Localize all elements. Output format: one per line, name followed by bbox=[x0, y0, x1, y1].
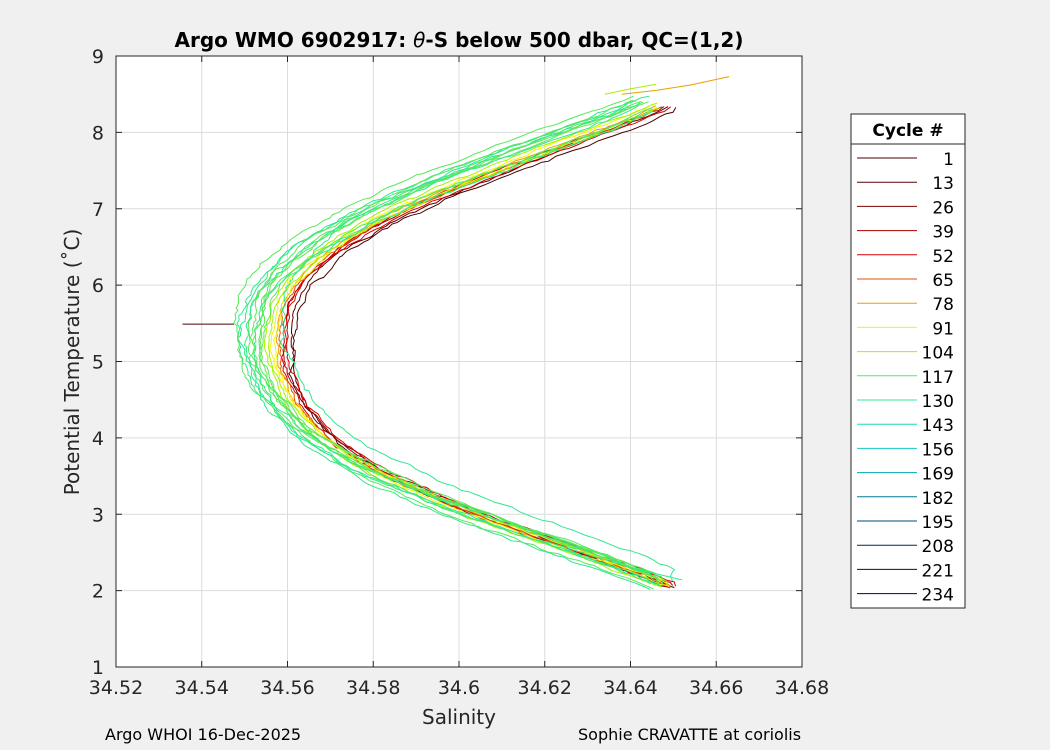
legend: Cycle # 1 13 26 39 52 65 78 91 104 117 130 143 156 16… bbox=[850, 113, 966, 609]
legend-label: 143 bbox=[922, 416, 954, 436]
legend-label: 182 bbox=[922, 489, 954, 509]
series-line-cycle-100 bbox=[268, 107, 662, 588]
x-tick-label: 34.56 bbox=[260, 677, 314, 699]
y-axis-label: Potential Temperature (˚C) bbox=[60, 229, 84, 496]
x-tick-label: 34.54 bbox=[175, 677, 229, 699]
profile-series bbox=[182, 76, 730, 591]
x-tick-label: 34.66 bbox=[689, 677, 743, 699]
y-tick-label: 5 bbox=[92, 352, 104, 374]
legend-label: 13 bbox=[932, 174, 954, 194]
x-tick-label: 34.64 bbox=[603, 677, 657, 699]
y-tick-label: 6 bbox=[92, 275, 104, 297]
y-tick-label: 4 bbox=[92, 428, 104, 450]
legend-label: 169 bbox=[922, 465, 954, 485]
legend-label: 234 bbox=[922, 586, 954, 606]
footer-source: Argo WHOI 16-Dec-2025 bbox=[105, 725, 302, 744]
x-tick-label: 34.58 bbox=[346, 677, 400, 699]
legend-box bbox=[850, 113, 966, 609]
series-line-cycle-30 bbox=[281, 106, 671, 589]
legend-label: 156 bbox=[922, 440, 954, 460]
legend-label: 1 bbox=[943, 150, 954, 170]
legend-label: 104 bbox=[922, 344, 954, 364]
series-line-cycle-146 bbox=[249, 99, 659, 584]
chart-title: Argo WMO 6902917: θ-S below 500 dbar, QC… bbox=[175, 28, 744, 52]
legend-label: 91 bbox=[932, 319, 954, 339]
y-tick-label: 3 bbox=[92, 504, 104, 526]
series-line-cycle-118 bbox=[252, 108, 654, 590]
legend-label: 117 bbox=[922, 368, 954, 388]
grid-lines bbox=[116, 56, 802, 667]
legend-entries: 1 13 26 39 52 65 78 91 104 117 130 143 156 169 182 195 2… bbox=[857, 150, 954, 606]
y-tick-label: 9 bbox=[92, 46, 104, 68]
series-line-cycle-130-lower bbox=[544, 540, 683, 581]
y-tick-label: 1 bbox=[92, 657, 104, 679]
legend-label: 26 bbox=[932, 198, 954, 218]
y-ticks: 1 2 3 4 5 6 7 8 9 bbox=[92, 46, 802, 679]
y-tick-label: 7 bbox=[92, 199, 104, 221]
series-line-cycle-126 bbox=[243, 105, 656, 586]
series-line-cycle-104-upper bbox=[604, 83, 657, 95]
x-ticks: 34.52 34.54 34.56 34.58 34.6 34.62 34.64 34.66 3… bbox=[89, 56, 829, 699]
y-tick-label: 2 bbox=[92, 581, 104, 603]
x-tick-label: 34.68 bbox=[775, 677, 829, 699]
legend-label: 195 bbox=[922, 513, 954, 533]
legend-label: 52 bbox=[932, 247, 954, 267]
x-axis-label: Salinity bbox=[422, 705, 496, 729]
series-line-cycle-155 bbox=[259, 101, 664, 585]
legend-label: 130 bbox=[922, 392, 954, 412]
legend-label: 221 bbox=[922, 561, 954, 581]
x-tick-label: 34.62 bbox=[518, 677, 572, 699]
y-tick-label: 8 bbox=[92, 122, 104, 144]
x-tick-label: 34.52 bbox=[89, 677, 143, 699]
series-line-cycle-138 bbox=[233, 95, 649, 584]
legend-title: Cycle # bbox=[872, 121, 943, 141]
series-line-cycle-150 bbox=[253, 110, 654, 591]
x-tick-label: 34.6 bbox=[438, 677, 480, 699]
legend-label: 39 bbox=[932, 223, 954, 243]
legend-label: 78 bbox=[932, 295, 954, 315]
footer-credit: Sophie CRAVATTE at coriolis bbox=[578, 725, 802, 744]
legend-label: 208 bbox=[922, 537, 954, 557]
series-line-cycle-142 bbox=[280, 95, 676, 582]
series-line-cycle-78-upper bbox=[621, 76, 730, 95]
legend-label: 65 bbox=[932, 271, 954, 291]
